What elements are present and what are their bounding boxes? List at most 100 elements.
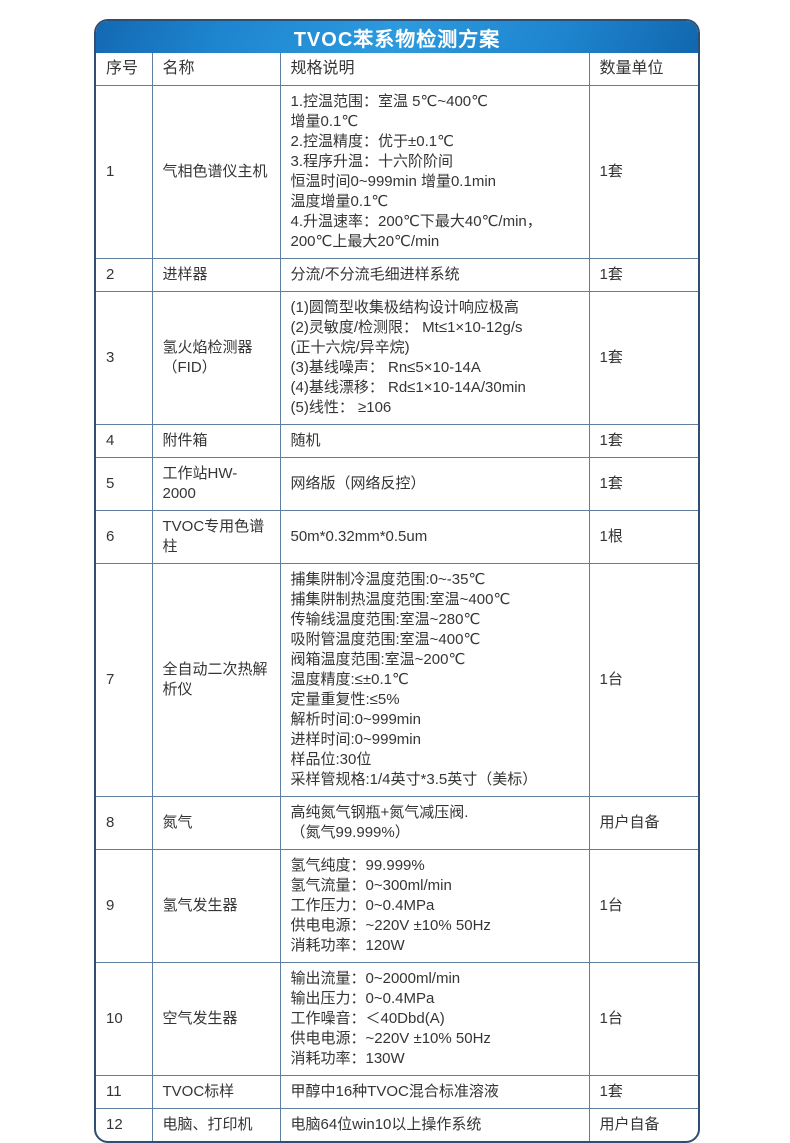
spec-line: 电脑64位win10以上操作系统 xyxy=(290,1116,482,1133)
item-spec: 网络版（网络反控） xyxy=(279,457,590,511)
item-qty: 1根 xyxy=(588,510,698,564)
item-name: TVOC专用色谱柱 xyxy=(151,510,281,564)
spec-line: 传输线温度范围:室温~280℃ xyxy=(290,611,481,628)
spec-line: 温度精度:≤±0.1℃ xyxy=(290,671,409,688)
row-number: 10 xyxy=(96,962,153,1076)
spec-line: 网络版（网络反控） xyxy=(290,475,426,492)
item-name: 氢火焰检测器（FID） xyxy=(151,291,281,425)
spec-line: (4)基线漂移： Rd≤1×10-14A/30min xyxy=(290,379,526,396)
item-qty: 1台 xyxy=(588,849,698,963)
spec-table-panel: TVOC苯系物检测方案 序号 名称 规格说明 数量单位 1 气相色谱仪主机 1.控温… xyxy=(94,19,700,1143)
item-name: 气相色谱仪主机 xyxy=(151,85,281,259)
row-number: 5 xyxy=(96,457,153,511)
table-row: 10 空气发生器 输出流量：0~2000ml/min 输出压力：0~0.4MPa 工作噪… xyxy=(96,962,698,1076)
spec-line: 恒温时间0~999min 增量0.1min xyxy=(290,173,497,190)
row-number: 3 xyxy=(96,291,153,425)
page-title: TVOC苯系物检测方案 xyxy=(293,28,501,51)
table-row: 6 TVOC专用色谱柱 50m*0.32mm*0.5um 1根 xyxy=(96,510,698,564)
row-number: 6 xyxy=(96,510,153,564)
spec-line: 1.控温范围：室温 5℃~400℃ xyxy=(290,93,489,110)
spec-line: 50m*0.32mm*0.5um xyxy=(290,528,428,545)
spec-line: (3)基线噪声： Rn≤5×10-14A xyxy=(290,359,481,376)
spec-line: 随机 xyxy=(290,432,321,449)
row-number: 12 xyxy=(96,1108,153,1141)
item-name: 空气发生器 xyxy=(151,962,281,1076)
spec-line: 高纯氮气钢瓶+氮气减压阀. xyxy=(290,804,469,821)
item-spec: 随机 xyxy=(279,424,590,458)
spec-line: 工作噪音：＜40Dbd(A) xyxy=(290,1010,445,1027)
spec-line: (正十六烷/异辛烷) xyxy=(290,339,410,356)
item-spec: 1.控温范围：室温 5℃~400℃ 增量0.1℃ 2.控温精度：优于±0.1℃ 3.程… xyxy=(279,85,590,259)
spec-line: 2.控温精度：优于±0.1℃ xyxy=(290,133,454,150)
item-name: 氢气发生器 xyxy=(151,849,281,963)
spec-line: (5)线性： ≥106 xyxy=(290,399,392,416)
item-spec: 氢气纯度：99.999% 氢气流量：0~300ml/min 工作压力：0~0.4MP… xyxy=(279,849,590,963)
spec-line: 捕集阱制冷温度范围:0~-35℃ xyxy=(290,571,486,588)
item-spec: 50m*0.32mm*0.5um xyxy=(279,510,590,564)
table-header-row: 序号 名称 规格说明 数量单位 xyxy=(96,53,698,86)
table-body: 1 气相色谱仪主机 1.控温范围：室温 5℃~400℃ 增量0.1℃ 2.控温精度：优于… xyxy=(96,85,698,1141)
spec-line: 定量重复性:≤5% xyxy=(290,691,400,708)
spec-line: 进样时间:0~999min xyxy=(290,731,421,748)
item-qty: 1套 xyxy=(588,1075,698,1109)
item-qty: 1套 xyxy=(588,291,698,425)
spec-line: 捕集阱制热温度范围:室温~400℃ xyxy=(290,591,511,608)
item-spec: 甲醇中16种TVOC混合标准溶液 xyxy=(279,1075,590,1109)
item-qty: 用户自备 xyxy=(588,796,698,850)
item-name: 电脑、打印机 xyxy=(151,1108,281,1141)
row-number: 7 xyxy=(96,563,153,797)
row-number: 1 xyxy=(96,85,153,259)
spec-line: 3.程序升温：十六阶阶间 xyxy=(290,153,454,170)
item-qty: 1套 xyxy=(588,258,698,292)
row-number: 4 xyxy=(96,424,153,458)
header-spec: 规格说明 xyxy=(279,53,590,86)
item-qty: 1套 xyxy=(588,85,698,259)
spec-line: 阀箱温度范围:室温~200℃ xyxy=(290,651,466,668)
item-name: TVOC标样 xyxy=(151,1075,281,1109)
row-number: 9 xyxy=(96,849,153,963)
spec-line: 增量0.1℃ xyxy=(290,113,359,130)
table-row: 1 气相色谱仪主机 1.控温范围：室温 5℃~400℃ 增量0.1℃ 2.控温精度：优于… xyxy=(96,85,698,259)
spec-line: 甲醇中16种TVOC混合标准溶液 xyxy=(290,1083,499,1100)
table-row: 11 TVOC标样 甲醇中16种TVOC混合标准溶液 1套 xyxy=(96,1075,698,1109)
table-row: 9 氢气发生器 氢气纯度：99.999% 氢气流量：0~300ml/min 工作压力：0… xyxy=(96,849,698,963)
item-name: 附件箱 xyxy=(151,424,281,458)
spec-line: 样品位:30位 xyxy=(290,751,372,768)
table-row: 2 进样器 分流/不分流毛细进样系统 1套 xyxy=(96,258,698,292)
spec-line: 解析时间:0~999min xyxy=(290,711,421,728)
spec-line: 200℃上最大20℃/min xyxy=(290,233,440,250)
item-name: 工作站HW-2000 xyxy=(151,457,281,511)
table-row: 3 氢火焰检测器（FID） (1)圆筒型收集极结构设计响应极高 (2)灵敏度/检测限：… xyxy=(96,291,698,425)
row-number: 11 xyxy=(96,1075,153,1109)
spec-line: 氢气流量：0~300ml/min xyxy=(290,877,452,894)
item-spec: (1)圆筒型收集极结构设计响应极高 (2)灵敏度/检测限： Mt≤1×10-12g… xyxy=(279,291,590,425)
row-number: 2 xyxy=(96,258,153,292)
spec-line: （氮气99.999%） xyxy=(290,824,410,841)
spec-line: 氢气纯度：99.999% xyxy=(290,857,425,874)
item-qty: 1台 xyxy=(588,962,698,1076)
table-row: 12 电脑、打印机 电脑64位win10以上操作系统 用户自备 xyxy=(96,1108,698,1141)
spec-line: 供电电源：~220V ±10% 50Hz xyxy=(290,1030,491,1047)
spec-line: 消耗功率：130W xyxy=(290,1050,405,1067)
table-row: 8 氮气 高纯氮气钢瓶+氮气减压阀. （氮气99.999%） 用户自备 xyxy=(96,796,698,850)
item-qty: 1套 xyxy=(588,457,698,511)
item-name: 全自动二次热解析仪 xyxy=(151,563,281,797)
table-row: 4 附件箱 随机 1套 xyxy=(96,424,698,458)
header-name: 名称 xyxy=(151,53,281,86)
header-qty: 数量单位 xyxy=(588,53,698,86)
panel-header: TVOC苯系物检测方案 xyxy=(96,21,698,53)
item-name: 进样器 xyxy=(151,258,281,292)
item-spec: 电脑64位win10以上操作系统 xyxy=(279,1108,590,1141)
item-spec: 分流/不分流毛细进样系统 xyxy=(279,258,590,292)
spec-line: 输出压力：0~0.4MPa xyxy=(290,990,435,1007)
spec-line: 分流/不分流毛细进样系统 xyxy=(290,266,460,283)
item-spec: 捕集阱制冷温度范围:0~-35℃ 捕集阱制热温度范围:室温~400℃ 传输线温度范围… xyxy=(279,563,590,797)
item-name: 氮气 xyxy=(151,796,281,850)
spec-line: 供电电源：~220V ±10% 50Hz xyxy=(290,917,491,934)
spec-line: 输出流量：0~2000ml/min xyxy=(290,970,461,987)
spec-table: 序号 名称 规格说明 数量单位 1 气相色谱仪主机 1.控温范围：室温 5℃~400… xyxy=(96,53,698,1141)
spec-line: 4.升温速率：200℃下最大40℃/min， xyxy=(290,213,542,230)
item-qty: 1套 xyxy=(588,424,698,458)
item-spec: 输出流量：0~2000ml/min 输出压力：0~0.4MPa 工作噪音：＜40Db… xyxy=(279,962,590,1076)
table-row: 5 工作站HW-2000 网络版（网络反控） 1套 xyxy=(96,457,698,511)
